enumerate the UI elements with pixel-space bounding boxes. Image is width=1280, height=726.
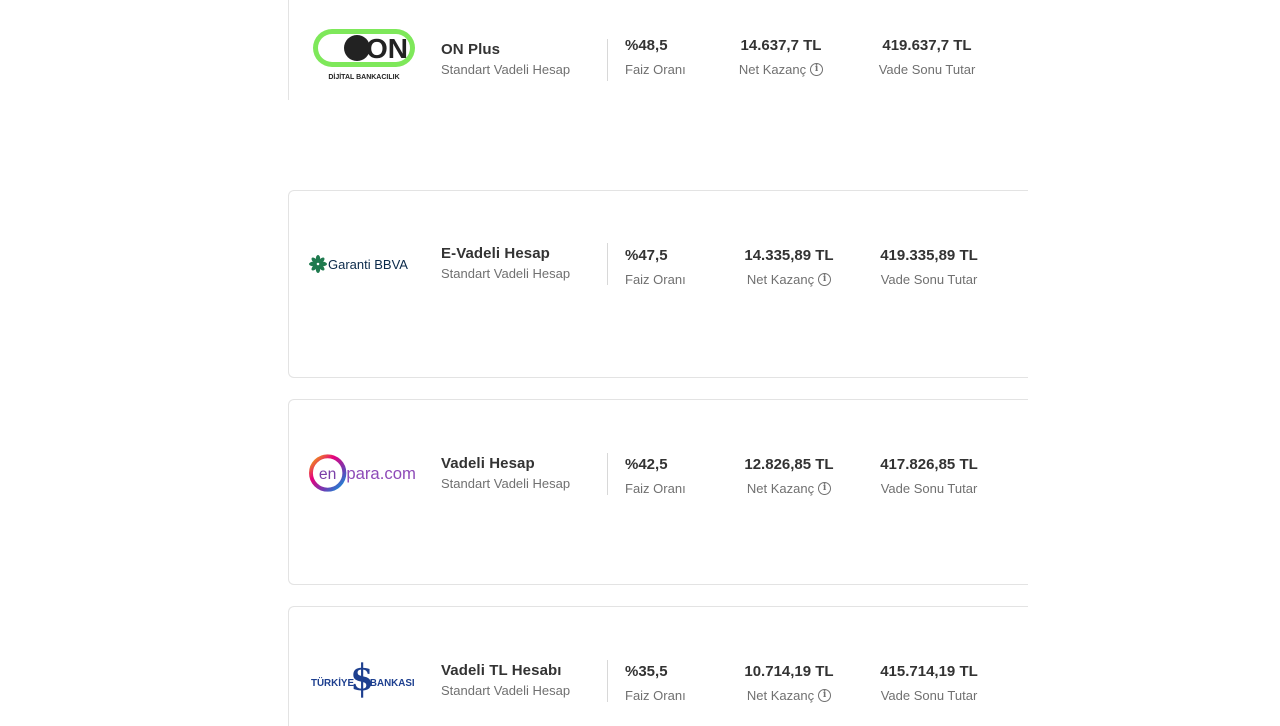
interest-rate: %35,5 Faiz Oranı: [625, 663, 711, 703]
product-type: Standart Vadeli Hesap: [441, 476, 571, 491]
maturity-total-label: Vade Sonu Tutar: [878, 62, 976, 77]
net-earning-value: 10.714,19 TL: [744, 663, 834, 680]
offer-card-on-plus[interactable]: ON DİJİTAL BANKACILIK ON Plus Standart V…: [288, 0, 1028, 100]
net-earning-label-row: Net Kazanç i: [721, 62, 841, 77]
maturity-total-label: Vade Sonu Tutar: [880, 481, 978, 496]
interest-rate-label: Faiz Oranı: [625, 688, 686, 703]
info-icon[interactable]: i: [818, 482, 832, 495]
net-earning-label-row: Net Kazanç i: [729, 272, 849, 287]
product-info: E-Vadeli Hesap Standart Vadeli Hesap: [441, 245, 570, 281]
net-earning-value: 14.637,7 TL: [740, 37, 822, 54]
divider: [607, 660, 608, 702]
interest-rate: %47,5 Faiz Oranı: [625, 247, 711, 287]
net-earning-label: Net Kazanç: [746, 481, 815, 496]
info-icon[interactable]: i: [810, 63, 824, 76]
net-earning-value: 14.335,89 TL: [744, 247, 834, 264]
on-bank-logo: ON DİJİTAL BANKACILIK: [309, 29, 419, 81]
product-type: Standart Vadeli Hesap: [441, 683, 571, 698]
divider: [607, 453, 608, 495]
interest-rate-value: %48,5: [625, 37, 668, 54]
maturity-total-label: Vade Sonu Tutar: [880, 688, 978, 703]
interest-rate-value: %47,5: [625, 247, 668, 264]
interest-rate-value: %35,5: [625, 663, 668, 680]
isbank-logo-text-2: BANKASI: [370, 678, 415, 689]
maturity-total: 415.714,19 TL Vade Sonu Tutar: [869, 663, 989, 703]
net-earning-value: 12.826,85 TL: [744, 456, 834, 473]
enpara-logo-text-para: para.com: [346, 464, 416, 483]
maturity-total: 419.637,7 TL Vade Sonu Tutar: [867, 37, 987, 77]
maturity-total-label: Vade Sonu Tutar: [880, 272, 978, 287]
maturity-total-value: 415.714,19 TL: [880, 663, 978, 680]
interest-rate-value: %42,5: [625, 456, 668, 473]
product-type: Standart Vadeli Hesap: [441, 62, 571, 77]
net-earning: 12.826,85 TL Net Kazanç i: [729, 456, 849, 496]
product-name: Vadeli Hesap: [441, 455, 535, 472]
offer-card-isbank[interactable]: TÜRKİYE S BANKASI Vadeli TL Hesabı Stand…: [288, 606, 1028, 726]
offer-card-enpara[interactable]: en para.com Vadeli Hesap Standart Vadeli…: [288, 399, 1028, 585]
net-earning: 14.335,89 TL Net Kazanç i: [729, 247, 849, 287]
on-logo-text: ON: [366, 33, 408, 64]
maturity-total-value: 419.637,7 TL: [882, 37, 972, 54]
info-icon[interactable]: i: [818, 689, 832, 702]
info-icon[interactable]: i: [818, 273, 832, 286]
garanti-logo-text: Garanti BBVA: [328, 257, 408, 272]
net-earning-label: Net Kazanç: [746, 272, 815, 287]
enpara-logo-text-en: en: [319, 466, 336, 483]
maturity-total-value: 417.826,85 TL: [880, 456, 978, 473]
net-earning: 10.714,19 TL Net Kazanç i: [729, 663, 849, 703]
product-name: E-Vadeli Hesap: [441, 245, 550, 262]
maturity-total: 419.335,89 TL Vade Sonu Tutar: [869, 247, 989, 287]
net-earning: 14.637,7 TL Net Kazanç i: [721, 37, 841, 77]
on-logo-subtext: DİJİTAL BANKACILIK: [328, 73, 399, 81]
net-earning-label: Net Kazanç: [746, 688, 815, 703]
product-name: Vadeli TL Hesabı: [441, 662, 562, 679]
maturity-total: 417.826,85 TL Vade Sonu Tutar: [869, 456, 989, 496]
divider: [607, 39, 608, 81]
product-type: Standart Vadeli Hesap: [441, 266, 571, 281]
interest-rate: %42,5 Faiz Oranı: [625, 456, 711, 496]
product-info: Vadeli TL Hesabı Standart Vadeli Hesap: [441, 662, 570, 698]
maturity-total-value: 419.335,89 TL: [880, 247, 978, 264]
product-name: ON Plus: [441, 41, 501, 58]
divider: [607, 243, 608, 285]
garanti-bbva-logo: Garanti BBVA: [309, 239, 419, 289]
isbank-logo-text-1: TÜRKİYE: [311, 678, 355, 689]
product-info: Vadeli Hesap Standart Vadeli Hesap: [441, 455, 570, 491]
offer-card-garanti[interactable]: Garanti BBVA E-Vadeli Hesap Standart Vad…: [288, 190, 1028, 378]
net-earning-label-row: Net Kazanç i: [729, 688, 849, 703]
net-earning-label: Net Kazanç: [738, 62, 807, 77]
net-earning-label-row: Net Kazanç i: [729, 481, 849, 496]
interest-rate-label: Faiz Oranı: [625, 62, 686, 77]
interest-rate-label: Faiz Oranı: [625, 272, 686, 287]
isbank-logo: TÜRKİYE S BANKASI: [309, 655, 419, 705]
interest-rate: %48,5 Faiz Oranı: [625, 37, 711, 77]
product-info: ON Plus Standart Vadeli Hesap: [441, 41, 570, 77]
enpara-logo: en para.com: [309, 448, 419, 498]
interest-rate-label: Faiz Oranı: [625, 481, 686, 496]
